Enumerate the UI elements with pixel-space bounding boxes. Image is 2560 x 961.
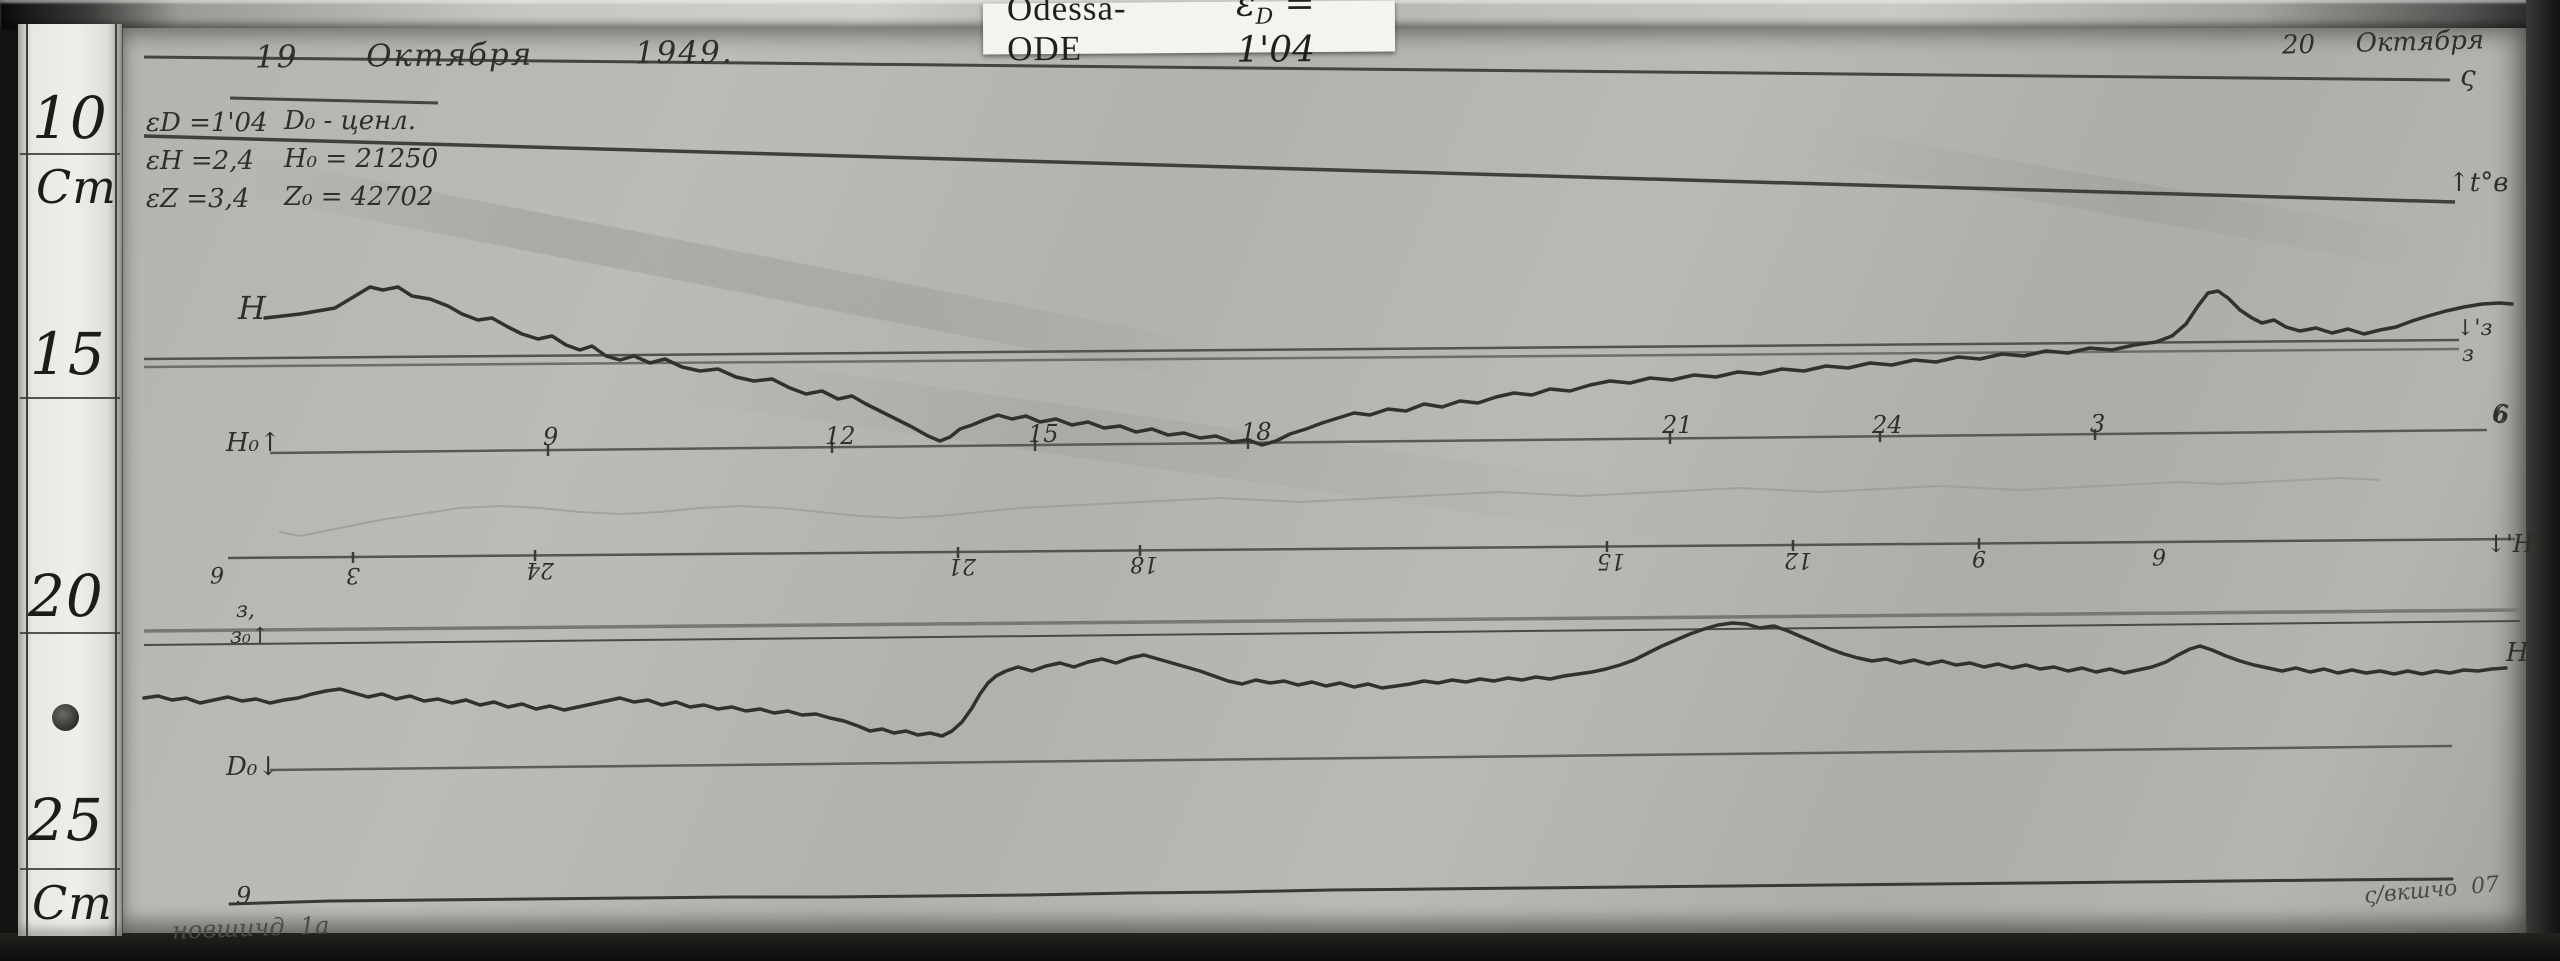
hour-label-day1: 9 xyxy=(543,423,559,451)
trace-label: H xyxy=(238,289,266,327)
hour-label-day1: 21 xyxy=(1662,411,1693,439)
hour-label-day2-inverted: 24 xyxy=(526,557,554,582)
ruler-hole xyxy=(52,704,79,731)
ruler-mark-15: 15 xyxy=(30,320,106,388)
trace-label: H₀↑ xyxy=(226,428,281,458)
hour-label-day1: 15 xyxy=(1028,420,1059,448)
trace-label: D₀↓ xyxy=(226,752,280,782)
ruler-mark-25: 25 xyxy=(28,786,104,854)
station-name: Odessa-ODE xyxy=(1006,0,1127,68)
trace-label: 9 xyxy=(236,882,252,910)
scan-bottom-edge xyxy=(0,933,2560,961)
ruler-tick-line xyxy=(20,632,120,634)
ruler-tick-line xyxy=(20,153,120,155)
scribble-bottom-left: новшичд 1а xyxy=(171,911,330,945)
hour-label-day1: 24 xyxy=(1872,411,1903,439)
scale-d0: D₀ - ценл. xyxy=(284,106,417,136)
hour-label-day1: 6 xyxy=(2494,401,2510,429)
ruler-tick-line xyxy=(20,868,120,870)
hour-label-day2-inverted: 12 xyxy=(1784,547,1812,572)
trace-label: з, xyxy=(236,598,255,623)
trace-label: H xyxy=(2506,638,2529,668)
hour-label-day1: 12 xyxy=(825,422,856,450)
scale-eps-h: εH =2,4 xyxy=(146,146,255,176)
trace-label: з₀↑ xyxy=(230,624,270,649)
station-label: Odessa-ODE εD = 1'04 xyxy=(982,0,1396,71)
scan-right-edge xyxy=(2526,0,2560,961)
hour-label-day2-inverted: 15 xyxy=(1597,548,1625,573)
hour-label-day1: 3 xyxy=(2090,410,2106,438)
scale-eps-d: εD =1'04 xyxy=(146,108,268,138)
scale-z0: Z₀ = 42702 xyxy=(284,182,434,212)
hour-label-day2-inverted: 21 xyxy=(948,553,976,578)
trace-label: ↑t°в xyxy=(2448,168,2509,198)
epsilon-subscript: D xyxy=(1255,4,1274,30)
scale-eps-z: εZ =3,4 xyxy=(146,184,250,214)
ruler-edge-line xyxy=(115,24,117,936)
ruler-mark-20: 20 xyxy=(28,562,104,630)
trace-label: ↓'H xyxy=(2486,530,2534,558)
hour-label-day2-inverted: 9 xyxy=(1972,545,1986,570)
chart-paper xyxy=(122,28,2526,933)
hour-label-day1: 18 xyxy=(1241,418,1272,446)
hour-label-day2-inverted: 6 xyxy=(2152,543,2166,568)
epsilon-symbol: ε xyxy=(1235,0,1256,25)
date-right: 20 Октября xyxy=(2281,25,2485,61)
trace-label: ↓'з xyxy=(2456,316,2493,341)
hour-label-day2-inverted: 3 xyxy=(346,562,360,587)
ruler-mark-cm-bottom: Cm xyxy=(32,876,113,930)
trace-label: 6 xyxy=(2492,400,2508,428)
date-left: 19 Октября 1949. xyxy=(254,34,734,76)
hour-label-day2-inverted: 18 xyxy=(1130,551,1158,576)
ruler-mark-10: 10 xyxy=(32,84,108,152)
ruler-tick-line xyxy=(20,397,120,399)
trace-label: ς xyxy=(2460,59,2476,92)
trace-label: з xyxy=(2462,342,2474,367)
ruler-edge-line xyxy=(26,24,28,936)
hour-label-day2-inverted: 6 xyxy=(210,561,224,586)
scale-h0: H₀ = 21250 xyxy=(284,144,439,174)
ruler-mark-cm-top: Cm xyxy=(36,160,117,214)
scale-value-label: εD = 1'04 xyxy=(1236,0,1395,71)
cm-ruler xyxy=(18,24,122,936)
